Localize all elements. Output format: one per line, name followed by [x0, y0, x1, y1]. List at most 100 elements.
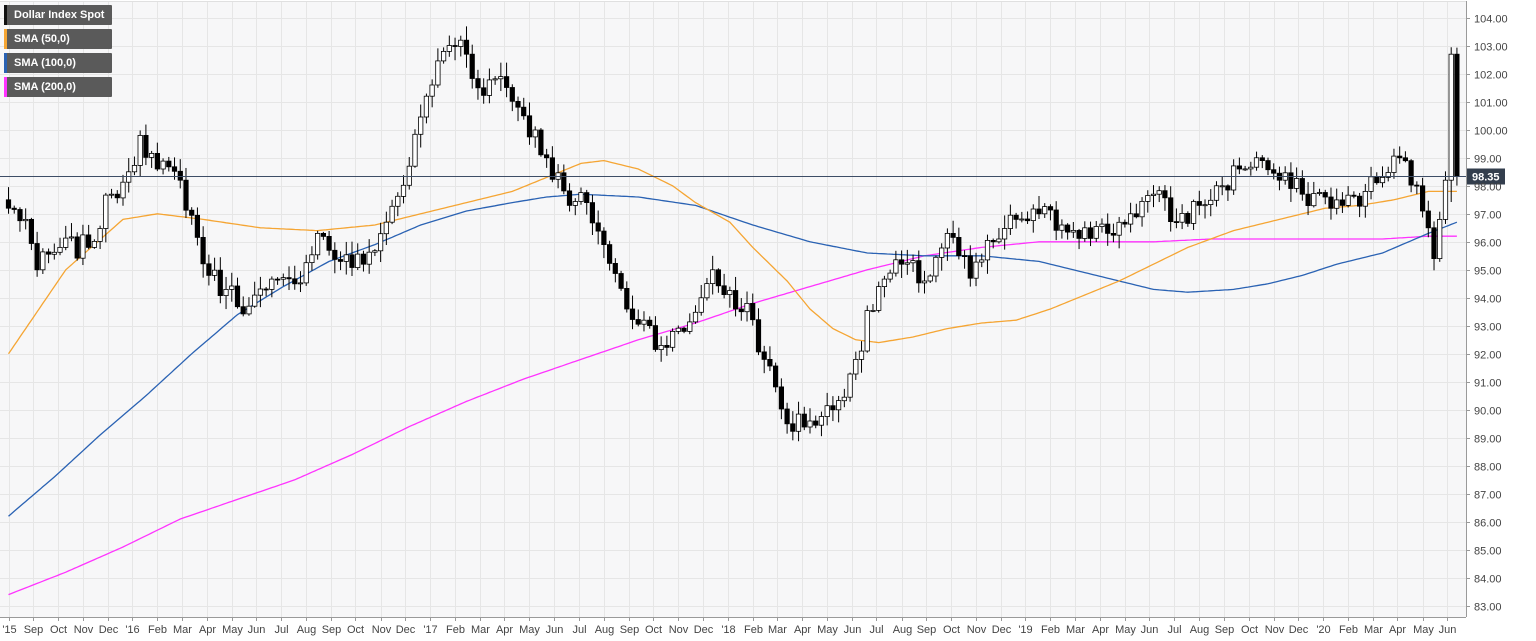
candle-body [549, 157, 556, 180]
candle-up [309, 246, 315, 271]
candle-body [206, 263, 212, 276]
candle-body [916, 260, 922, 284]
candle-body [607, 244, 613, 264]
candle-up [103, 192, 109, 243]
candle-up [1213, 181, 1220, 207]
candle-body [194, 214, 200, 238]
candle-up [440, 47, 447, 64]
candle-up [377, 222, 384, 263]
candle-body [400, 184, 407, 197]
y-tick-label: 94.00 [1474, 294, 1502, 306]
candle-down [1259, 155, 1265, 169]
candle-up [979, 253, 985, 268]
x-tick-label: Nov [1265, 624, 1285, 636]
chart-legend: Dollar Index Spot SMA (50,0) SMA (100,0)… [4, 5, 113, 97]
x-tick-label: '17 [423, 624, 437, 636]
candle-down [1122, 219, 1128, 228]
candle-body [366, 251, 372, 265]
candle-down [755, 308, 762, 356]
legend-item-sma-50[interactable]: SMA (50,0) [4, 29, 113, 49]
candle-body [1311, 193, 1317, 207]
candle-body [715, 269, 722, 287]
candle-down [801, 406, 807, 431]
candle-down [1397, 146, 1403, 164]
candle-up [1191, 199, 1197, 230]
candle-body [1047, 206, 1054, 211]
candle-body [303, 262, 309, 284]
candle-up [355, 243, 361, 271]
candle-down [773, 362, 779, 393]
candle-down [738, 298, 744, 321]
candle-up [572, 198, 578, 216]
candle-down [17, 207, 23, 232]
legend-swatch [4, 29, 7, 49]
candle-body [332, 249, 338, 260]
candle-up [881, 275, 888, 298]
candle-body [1391, 155, 1397, 173]
y-tick-label: 103.00 [1474, 42, 1508, 54]
candle-body [1179, 212, 1185, 223]
candle-up [704, 277, 710, 301]
legend-item-sma-100[interactable]: SMA (100,0) [4, 53, 113, 73]
x-tick-label: Feb [744, 624, 763, 636]
candle-body [1173, 221, 1179, 224]
candle-body [950, 232, 956, 238]
candle-body [74, 236, 80, 259]
candle-body [1425, 210, 1431, 229]
candle-body [309, 254, 315, 264]
x-tick-label: May [817, 624, 838, 636]
candle-body [721, 285, 727, 295]
candle-body [1265, 160, 1271, 171]
candle-up [1116, 216, 1122, 249]
candle-down [561, 164, 567, 195]
candle-up [841, 388, 847, 408]
candle-body [572, 201, 578, 206]
candle-body [956, 236, 962, 256]
legend-item-sma-200[interactable]: SMA (200,0) [4, 77, 113, 97]
candle-body [773, 365, 779, 388]
candle-body [841, 396, 847, 402]
candle-body [189, 209, 195, 216]
candle-body [836, 400, 842, 411]
candle-up [1231, 159, 1237, 195]
candle-up [1099, 218, 1105, 233]
candle-body [1397, 155, 1403, 159]
candle-down [1236, 157, 1242, 175]
x-tick-label: Mar [173, 624, 192, 636]
candle-body [870, 309, 876, 312]
candle-up [383, 211, 389, 246]
candle-body [51, 251, 57, 255]
candle-body [1065, 224, 1071, 233]
candle-body [509, 87, 515, 102]
candlesticks [5, 26, 1460, 442]
candle-body [624, 287, 630, 310]
legend-item-dollar-index[interactable]: Dollar Index Spot [4, 5, 113, 25]
grid-lines [0, 1, 1466, 617]
x-tick-label: Jun [1141, 624, 1159, 636]
candle-body [1156, 190, 1162, 195]
candle-body [944, 232, 951, 249]
x-tick-label: Jun [248, 624, 266, 636]
candle-body [1087, 227, 1094, 239]
candle-body [1253, 157, 1260, 168]
candle-up [1448, 47, 1454, 203]
candle-body [962, 255, 968, 258]
candle-up [1208, 189, 1214, 217]
candle-body [458, 39, 464, 47]
candle-down [652, 316, 659, 352]
candle-up [492, 76, 498, 85]
candle-down [761, 345, 767, 374]
candle-down [607, 240, 613, 271]
candle-body [1236, 165, 1242, 170]
candle-down [629, 295, 636, 330]
candle-down [114, 190, 120, 204]
candle-up [486, 68, 493, 104]
candle-up [1007, 204, 1014, 235]
candle-body [412, 133, 418, 167]
x-tick-label: Apr [1092, 624, 1109, 636]
candle-down [1076, 228, 1082, 250]
candle-body [612, 262, 618, 274]
candle-up [1437, 211, 1443, 262]
x-tick-label: Aug [595, 624, 615, 636]
